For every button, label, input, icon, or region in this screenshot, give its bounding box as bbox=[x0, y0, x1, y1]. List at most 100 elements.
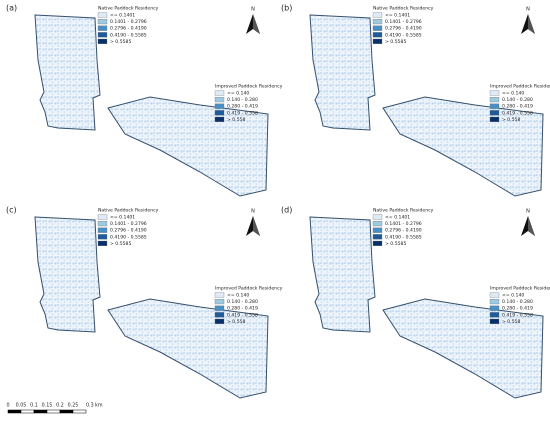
legend-label: > 0.558 bbox=[502, 117, 521, 123]
improved-paddock bbox=[107, 298, 269, 399]
legend-swatch bbox=[372, 221, 383, 227]
legend-swatch bbox=[214, 110, 225, 116]
legend-label: <= 0.140 bbox=[227, 91, 249, 97]
north-arrow-half bbox=[253, 14, 260, 34]
legend-label: 0.4190 - 0.5585 bbox=[110, 234, 147, 240]
panel-label: (a) bbox=[6, 4, 17, 13]
scale-bar: 0 0.05 0.1 0.15 0.2 0.25 0.3 km bbox=[6, 403, 103, 414]
map-panel: (c) Native Paddock Residency<= 0.1401 0.14… bbox=[6, 206, 283, 399]
scale-segment bbox=[20, 409, 35, 414]
map-panel: (a) Native Paddock Residency<= 0.14010.14… bbox=[6, 4, 283, 197]
legend-title: Native Paddock Residency bbox=[98, 6, 159, 12]
legend-swatch bbox=[372, 32, 383, 38]
legend-label: > 0.558 bbox=[502, 319, 521, 325]
legend-label: > 0.5585 bbox=[110, 39, 131, 45]
legend-swatch bbox=[372, 227, 383, 233]
legend-swatch bbox=[489, 292, 500, 298]
legend-swatch bbox=[97, 19, 108, 25]
legend-swatch bbox=[372, 234, 383, 240]
legend-swatch bbox=[214, 305, 225, 311]
scale-label: 0.25 bbox=[68, 403, 79, 409]
native-paddock bbox=[34, 216, 101, 333]
legend-label: <= 0.1401 bbox=[110, 215, 135, 221]
native-paddock bbox=[309, 14, 376, 131]
legend-swatch bbox=[372, 25, 383, 31]
legend-title: Improved Paddock Residency bbox=[215, 286, 283, 292]
legend-label: 0.140 - 0.280 bbox=[227, 97, 258, 103]
legend-swatch bbox=[97, 214, 108, 220]
native-paddock bbox=[34, 14, 101, 131]
scale-label: 0.15 bbox=[42, 403, 53, 409]
legend-label: 0.140 - 0.280 bbox=[227, 299, 258, 305]
legend-swatch bbox=[97, 12, 108, 18]
north-label: N bbox=[526, 7, 530, 13]
scale-label: 0.3 km bbox=[86, 403, 103, 409]
map-panel: (d) Native Paddock Residency<= 0.14010.14… bbox=[281, 206, 550, 399]
north-label: N bbox=[251, 7, 255, 13]
legend-label: 0.280 - 0.419 bbox=[502, 104, 533, 110]
improved-paddock bbox=[382, 298, 544, 399]
legend-swatch bbox=[97, 234, 108, 240]
legend-label: > 0.558 bbox=[227, 319, 246, 325]
legend-label: <= 0.140 bbox=[502, 91, 524, 97]
legend-label: 0.2796 - 0.4190 bbox=[385, 26, 422, 32]
legend-swatch bbox=[489, 312, 500, 318]
north-label: N bbox=[526, 209, 530, 215]
panel-label: (c) bbox=[6, 206, 17, 215]
legend-title: Native Paddock Residency bbox=[98, 208, 159, 214]
north-label: N bbox=[251, 209, 255, 215]
legend-swatch bbox=[214, 292, 225, 298]
legend-swatch bbox=[372, 240, 383, 246]
native-paddock bbox=[309, 216, 376, 333]
legend-swatch bbox=[372, 38, 383, 44]
legend-swatch bbox=[214, 103, 225, 109]
scale-segment bbox=[59, 409, 74, 414]
legend-swatch bbox=[214, 97, 225, 103]
legend-label: > 0.5585 bbox=[385, 241, 406, 247]
legend-label: 0.419 - 0.558 bbox=[502, 110, 533, 116]
scale-segment bbox=[7, 409, 22, 414]
legend-swatch bbox=[372, 19, 383, 25]
legend-label: > 0.5585 bbox=[385, 39, 406, 45]
legend-swatch bbox=[489, 90, 500, 96]
legend-swatch bbox=[214, 90, 225, 96]
legend-swatch bbox=[372, 12, 383, 18]
legend-label: 0.280 - 0.419 bbox=[502, 306, 533, 312]
legend-label: 0.4190 - 0.5585 bbox=[385, 32, 422, 38]
scale-label: 0.2 bbox=[56, 403, 64, 409]
panel-label: (b) bbox=[281, 4, 292, 13]
legend-label: 0.1401 - 0.2796 bbox=[385, 221, 422, 227]
legend-title: Improved Paddock Residency bbox=[215, 84, 283, 90]
legend-swatch bbox=[97, 25, 108, 31]
legend-swatch bbox=[489, 110, 500, 116]
legend-swatch bbox=[489, 103, 500, 109]
panel-label: (d) bbox=[281, 206, 292, 215]
legend-label: <= 0.1401 bbox=[385, 215, 410, 221]
legend-swatch bbox=[214, 116, 225, 122]
north-arrow-half bbox=[528, 216, 535, 236]
legend-title: Improved Paddock Residency bbox=[490, 84, 550, 90]
legend-swatch bbox=[97, 38, 108, 44]
legend-title: Improved Paddock Residency bbox=[490, 286, 550, 292]
legend-swatch bbox=[214, 312, 225, 318]
legend-swatch bbox=[372, 214, 383, 220]
legend-title: Native Paddock Residency bbox=[373, 6, 434, 12]
legend-swatch bbox=[97, 240, 108, 246]
north-arrow-half bbox=[253, 216, 260, 236]
legend-label: 0.140 - 0.280 bbox=[502, 299, 533, 305]
legend-label: <= 0.1401 bbox=[385, 13, 410, 19]
scale-segment bbox=[33, 409, 48, 414]
legend-label: 0.280 - 0.419 bbox=[227, 104, 258, 110]
legend-label: > 0.5585 bbox=[110, 241, 131, 247]
legend-swatch bbox=[489, 318, 500, 324]
legend-swatch bbox=[489, 305, 500, 311]
legend-label: <= 0.140 bbox=[502, 293, 524, 299]
legend-swatch bbox=[214, 318, 225, 324]
legend-label: 0.140 - 0.280 bbox=[502, 97, 533, 103]
scale-label: 0.05 bbox=[16, 403, 27, 409]
legend-label: 0.419 - 0.558 bbox=[227, 110, 258, 116]
legend-label: 0.1401 - 0.2796 bbox=[385, 19, 422, 25]
improved-paddock bbox=[107, 96, 269, 197]
legend-label: 0.4190 - 0.5585 bbox=[385, 234, 422, 240]
